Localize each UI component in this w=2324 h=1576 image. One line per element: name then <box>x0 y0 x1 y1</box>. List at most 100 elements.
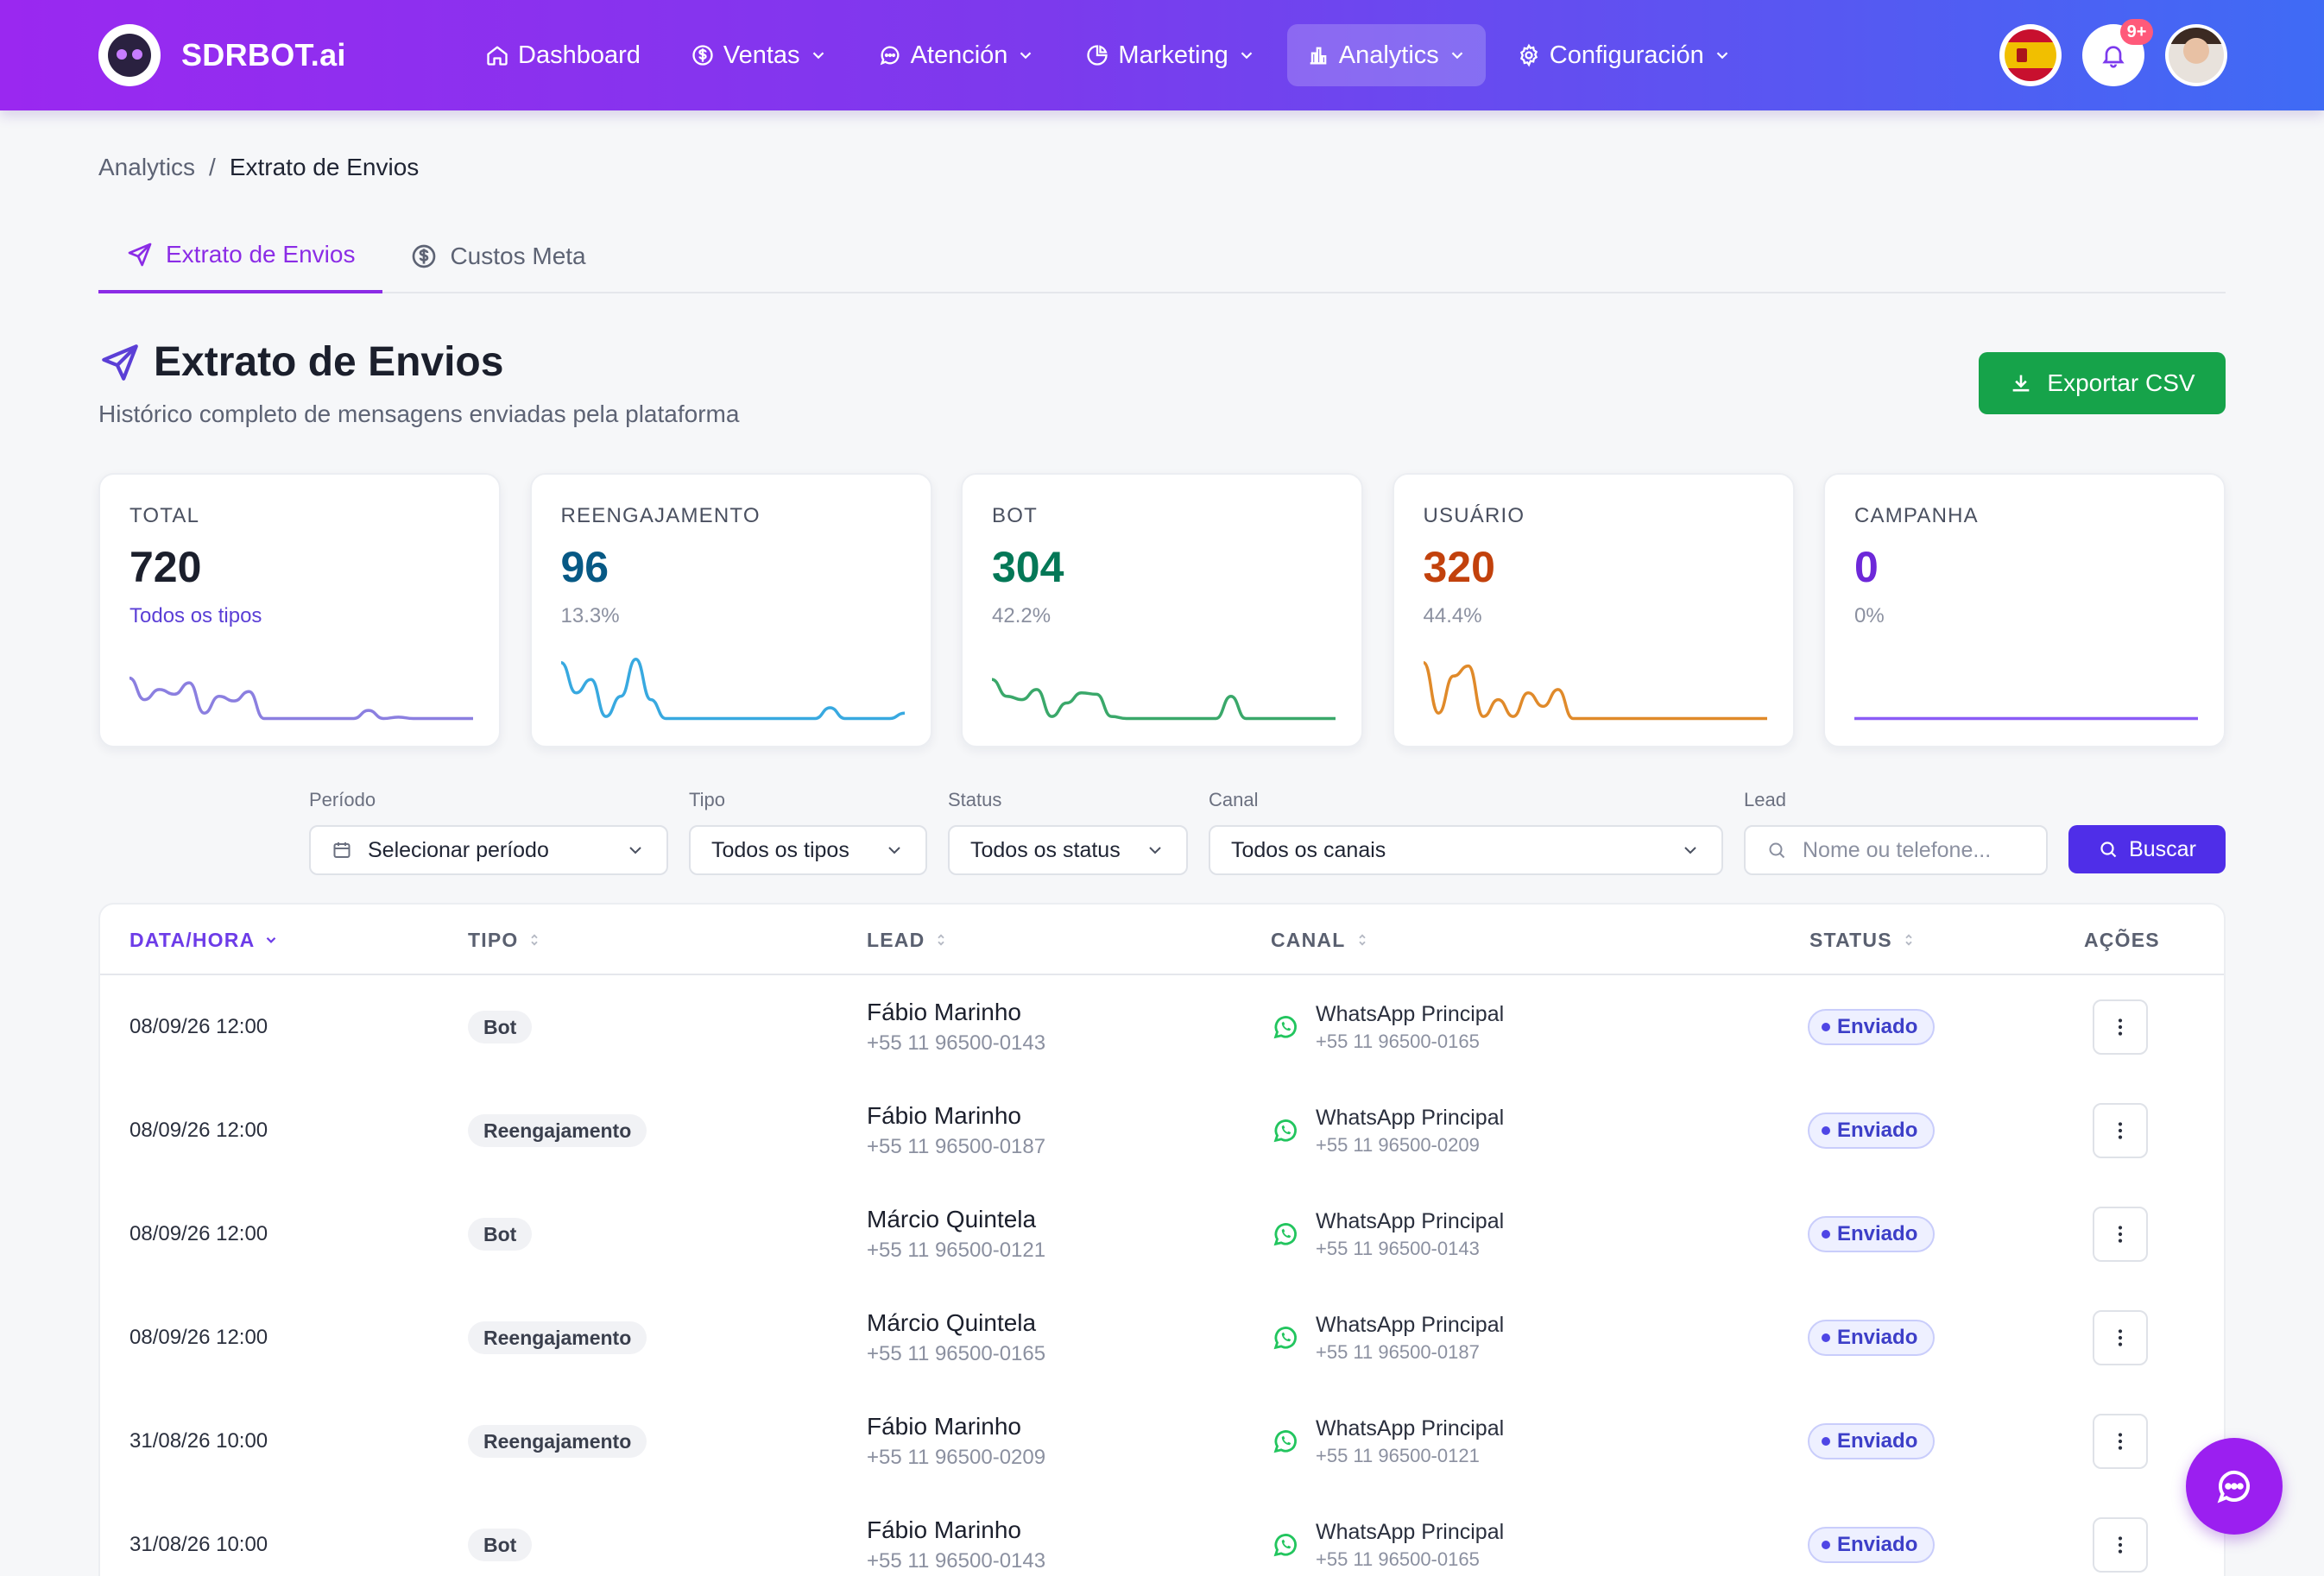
column-header-acoes: AÇÕES <box>2084 905 2160 975</box>
kebab-menu-icon <box>2118 1329 2123 1346</box>
lead-cell[interactable]: Fábio Marinho +55 11 96500-0143 <box>867 975 1045 1079</box>
user-avatar[interactable] <box>2165 24 2227 86</box>
filter-label: Lead <box>1744 789 1786 810</box>
sparkline-path <box>560 658 905 721</box>
tab-custos-meta[interactable]: Custos Meta <box>382 219 613 293</box>
status-badge: Enviado <box>1808 1423 1936 1459</box>
status-label: Enviado <box>1837 1015 1918 1038</box>
filter-lead: Lead Nome ou telefone... <box>1744 789 2048 875</box>
row-actions-button[interactable] <box>2093 1103 2148 1158</box>
filter-status: Status Todos os status <box>948 789 1188 875</box>
stat-value: 320 <box>1423 543 1495 591</box>
kebab-menu-icon <box>2118 1433 2123 1450</box>
chevron-down-icon <box>1020 52 1032 60</box>
nav-item-atencion[interactable]: Atención <box>859 24 1055 86</box>
row-actions-button[interactable] <box>2093 1207 2148 1262</box>
spain-flag-icon <box>2005 29 2056 81</box>
support-chat-button[interactable] <box>2186 1438 2283 1535</box>
canal-select[interactable]: Todos os canais <box>1209 825 1723 875</box>
export-csv-button[interactable]: Exportar CSV <box>1979 352 2226 414</box>
sort-icon <box>1905 934 1912 946</box>
nav-item-marketing[interactable]: Marketing <box>1066 24 1274 86</box>
stat-label: USUÁRIO <box>1423 504 1525 527</box>
whatsapp-icon <box>1273 1534 1297 1557</box>
brand-name: SDRBOT.ai <box>181 37 346 72</box>
lead-cell[interactable]: Márcio Quintela +55 11 96500-0121 <box>867 1182 1045 1286</box>
lead-cell[interactable]: Fábio Marinho +55 11 96500-0143 <box>867 1493 1045 1576</box>
canal-phone: +55 11 96500-0209 <box>1316 1133 1480 1156</box>
lead-cell[interactable]: Fábio Marinho +55 11 96500-0187 <box>867 1079 1045 1182</box>
column-label: DATA/HORA <box>129 928 256 951</box>
canal-name: WhatsApp Principal <box>1316 1312 1505 1337</box>
lead-phone: +55 11 96500-0165 <box>867 1342 1046 1365</box>
nav-item-analytics[interactable]: Analytics <box>1286 24 1486 86</box>
tipo-select[interactable]: Todos os tipos <box>689 825 927 875</box>
type-badge: Bot <box>468 1218 533 1251</box>
sparkline-usuario <box>1423 660 1767 721</box>
nav-item-label: Dashboard <box>518 41 641 69</box>
row-actions-button[interactable] <box>2093 1310 2148 1365</box>
chevron-down-icon <box>1241 52 1253 60</box>
table-header: DATA/HORA TIPO LEAD CANAL STATUS AÇÕES <box>100 905 2224 975</box>
column-header-canal[interactable]: CANAL <box>1271 905 1370 975</box>
row-actions-button[interactable] <box>2093 999 2148 1055</box>
sparkline-path <box>992 678 1336 721</box>
notifications-button[interactable]: 9+ <box>2082 19 2153 86</box>
row-date: 31/08/26 10:00 <box>129 1533 268 1556</box>
column-header-lead[interactable]: LEAD <box>867 905 949 975</box>
status-label: Enviado <box>1837 1119 1918 1142</box>
brand[interactable]: SDRBOT.ai <box>98 24 346 86</box>
chevron-down-icon <box>629 847 641 854</box>
whatsapp-icon <box>1273 1223 1297 1246</box>
lead-search-input[interactable]: Nome ou telefone... <box>1744 825 2048 875</box>
lead-name: Márcio Quintela <box>867 1206 1037 1232</box>
lead-cell[interactable]: Márcio Quintela +55 11 96500-0165 <box>867 1286 1045 1390</box>
envios-table: DATA/HORA TIPO LEAD CANAL STATUS AÇÕES 0… <box>98 903 2226 1576</box>
status-label: Enviado <box>1837 1533 1918 1556</box>
row-actions-button[interactable] <box>2093 1517 2148 1573</box>
nav-item-configuracion[interactable]: Configuración <box>1498 24 1751 86</box>
chat-bubble-icon <box>2217 1471 2250 1504</box>
table-row: 31/08/26 10:00 Bot Fábio Marinho +55 11 … <box>100 1493 2224 1576</box>
language-selector[interactable] <box>1999 24 2062 86</box>
lead-phone: +55 11 96500-0209 <box>867 1446 1046 1469</box>
column-header-status[interactable]: STATUS <box>1809 905 1917 975</box>
lead-cell[interactable]: Fábio Marinho +55 11 96500-0209 <box>867 1390 1045 1493</box>
filter-label: Período <box>309 789 376 810</box>
search-icon <box>2100 842 2117 858</box>
tab-label: Extrato de Envios <box>166 241 356 268</box>
status-badge: Enviado <box>1808 1320 1936 1356</box>
nav-item-ventas[interactable]: Ventas <box>672 24 847 86</box>
whatsapp-icon <box>1273 1327 1297 1350</box>
stat-sub: 44.4% <box>1423 604 1482 627</box>
periodo-select[interactable]: Selecionar período <box>309 825 668 875</box>
row-date: 08/09/26 12:00 <box>129 1222 268 1245</box>
breadcrumb-parent[interactable]: Analytics <box>98 154 196 180</box>
nav-item-label: Ventas <box>723 41 800 69</box>
column-header-tipo[interactable]: TIPO <box>468 905 542 975</box>
canal-phone: +55 11 96500-0165 <box>1316 1548 1480 1570</box>
search-button[interactable]: Buscar <box>2068 825 2226 873</box>
tab-extrato-de-envios[interactable]: Extrato de Envios <box>98 219 383 293</box>
stat-label: CAMPANHA <box>1854 504 1979 527</box>
download-icon <box>2013 375 2030 392</box>
table-row: 31/08/26 10:00 Reengajamento Fábio Marin… <box>100 1390 2224 1493</box>
page-title: Extrato de Envios <box>98 338 503 386</box>
table-body: 08/09/26 12:00 Bot Fábio Marinho +55 11 … <box>100 975 2224 1576</box>
column-header-data-hora[interactable]: DATA/HORA <box>129 905 279 975</box>
sparkline-path <box>129 676 473 721</box>
filter-label: Status <box>948 789 1002 810</box>
canal-cell: WhatsApp Principal +55 11 96500-0187 <box>1271 1286 1504 1390</box>
canal-cell: WhatsApp Principal +55 11 96500-0165 <box>1271 1493 1504 1576</box>
stat-value: 0 <box>1854 543 1879 591</box>
canal-cell: WhatsApp Principal +55 11 96500-0165 <box>1271 975 1504 1079</box>
nav-item-dashboard[interactable]: Dashboard <box>466 24 660 86</box>
canal-name: WhatsApp Principal <box>1316 1105 1505 1130</box>
canal-phone: +55 11 96500-0165 <box>1316 1030 1480 1052</box>
canal-value: Todos os canais <box>1231 837 1386 862</box>
stat-sub: Todos os tipos <box>129 604 262 627</box>
row-actions-button[interactable] <box>2093 1414 2148 1469</box>
table-row: 08/09/26 12:00 Bot Márcio Quintela +55 1… <box>100 1182 2224 1286</box>
status-select[interactable]: Todos os status <box>948 825 1188 875</box>
status-label: Enviado <box>1837 1429 1918 1453</box>
